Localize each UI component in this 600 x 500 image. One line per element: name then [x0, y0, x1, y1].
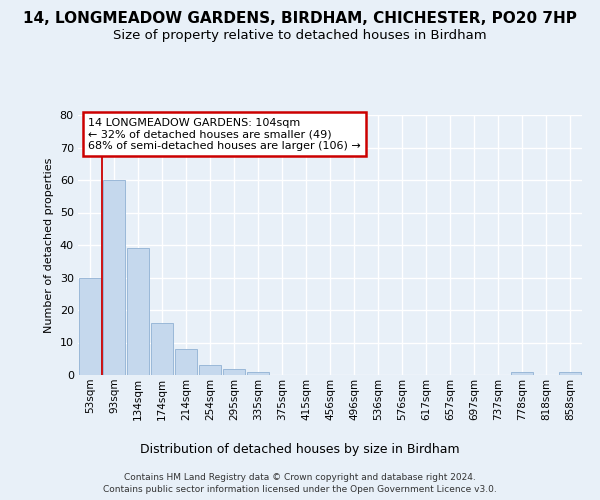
Bar [223, 368, 245, 375]
Y-axis label: Number of detached properties: Number of detached properties [44, 158, 54, 332]
Bar [247, 372, 269, 375]
Bar [151, 323, 173, 375]
Text: Distribution of detached houses by size in Birdham: Distribution of detached houses by size … [140, 442, 460, 456]
Text: Size of property relative to detached houses in Birdham: Size of property relative to detached ho… [113, 29, 487, 42]
Text: 14 LONGMEADOW GARDENS: 104sqm
← 32% of detached houses are smaller (49)
68% of s: 14 LONGMEADOW GARDENS: 104sqm ← 32% of d… [88, 118, 361, 151]
Text: 14, LONGMEADOW GARDENS, BIRDHAM, CHICHESTER, PO20 7HP: 14, LONGMEADOW GARDENS, BIRDHAM, CHICHES… [23, 11, 577, 26]
Bar [175, 349, 197, 375]
Bar [79, 278, 101, 375]
Bar [511, 372, 533, 375]
Bar [103, 180, 125, 375]
Text: Contains public sector information licensed under the Open Government Licence v3: Contains public sector information licen… [103, 485, 497, 494]
Bar [127, 248, 149, 375]
Bar [559, 372, 581, 375]
Bar [199, 365, 221, 375]
Text: Contains HM Land Registry data © Crown copyright and database right 2024.: Contains HM Land Registry data © Crown c… [124, 472, 476, 482]
